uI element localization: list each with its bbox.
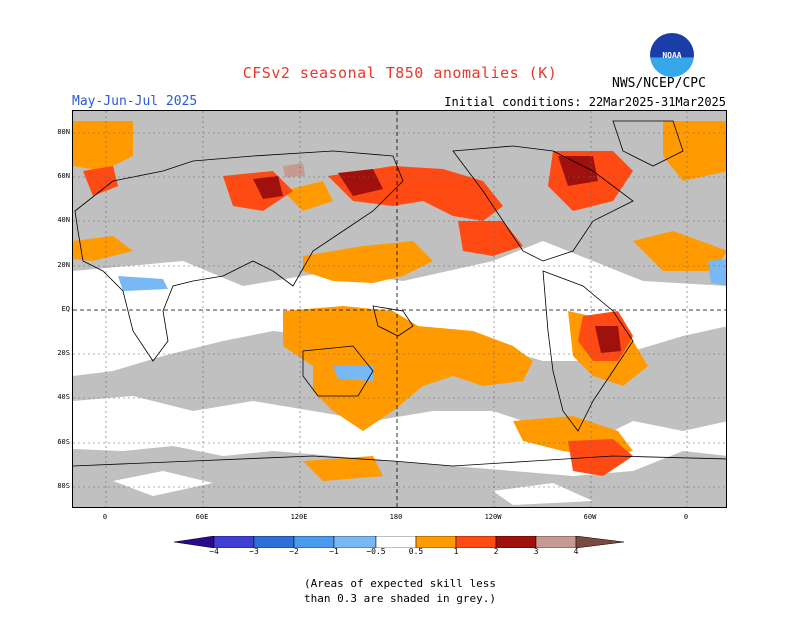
anomaly-area	[333, 366, 373, 381]
lat-label-eq: EQ	[61, 305, 70, 313]
anomaly-area	[303, 241, 433, 283]
noaa-logo: NOAA	[650, 33, 694, 77]
legend-label: 1	[453, 547, 459, 556]
anomaly-area	[568, 439, 633, 476]
chart-title: CFSv2 seasonal T850 anomalies (K)	[242, 64, 558, 82]
lat-label-80s: 80S	[57, 482, 70, 490]
neutral-area	[73, 396, 726, 476]
anomaly-area	[283, 163, 305, 177]
neutral-area	[493, 483, 593, 505]
lat-label-60n: 60N	[57, 172, 70, 180]
skill-footnote: (Areas of expected skill less than 0.3 a…	[0, 576, 800, 606]
legend-label: −4	[209, 547, 219, 556]
graticule	[73, 111, 726, 507]
legend-label: −1	[329, 547, 339, 556]
anomaly-area	[303, 456, 383, 481]
anomaly-area	[663, 121, 726, 181]
legend-label: −2	[289, 547, 299, 556]
color-legend-bar	[174, 536, 625, 548]
anomaly-area	[708, 259, 726, 286]
neutral-area	[113, 471, 213, 496]
anomaly-area	[595, 326, 621, 353]
legend-label: −0.5	[366, 547, 386, 556]
initial-conditions-label: Initial conditions: 22Mar2025-31Mar2025	[444, 95, 726, 109]
anomaly-area	[73, 236, 133, 261]
legend-label: 3	[533, 547, 539, 556]
anomaly-area	[558, 156, 598, 186]
lon-label-180: 180	[389, 513, 403, 521]
anomaly-map	[72, 110, 727, 508]
legend-label: 0.5	[408, 547, 424, 556]
anomaly-area	[458, 221, 523, 256]
anomaly-area	[283, 306, 533, 431]
legend-label: 2	[493, 547, 499, 556]
lat-label-60s: 60S	[57, 438, 70, 446]
anomaly-area	[83, 166, 118, 196]
lat-label-40s: 40S	[57, 393, 70, 401]
lat-label-20n: 20N	[57, 261, 70, 269]
lon-label-0: 0	[102, 513, 108, 521]
lon-label-60w: 60W	[583, 513, 597, 521]
legend-label: −3	[249, 547, 259, 556]
footnote-line: than 0.3 are shaded in grey.)	[303, 592, 497, 605]
lon-label-120e: 120E	[290, 513, 308, 521]
equator-and-dateline	[73, 111, 726, 507]
footnote-line: (Areas of expected skill less	[303, 577, 497, 590]
season-label: May-Jun-Jul 2025	[72, 94, 198, 109]
lon-label-60e: 60E	[195, 513, 209, 521]
lat-label-20s: 20S	[57, 349, 70, 357]
lat-label-40n: 40N	[57, 216, 70, 224]
anomaly-area	[633, 231, 726, 271]
anomaly-area	[338, 169, 383, 196]
anomaly-area	[253, 176, 283, 199]
agency-label: NWS/NCEP/CPC	[612, 76, 706, 91]
anomaly-area	[283, 181, 333, 211]
legend-label: 4	[573, 547, 579, 556]
lon-label-120w: 120W	[484, 513, 502, 521]
lat-label-80n: 80N	[57, 128, 70, 136]
anomaly-area	[118, 276, 168, 291]
map-canvas	[73, 111, 726, 507]
neutral-area	[73, 241, 726, 376]
anomaly-area	[73, 121, 133, 171]
lon-label-0-east: 0	[683, 513, 689, 521]
